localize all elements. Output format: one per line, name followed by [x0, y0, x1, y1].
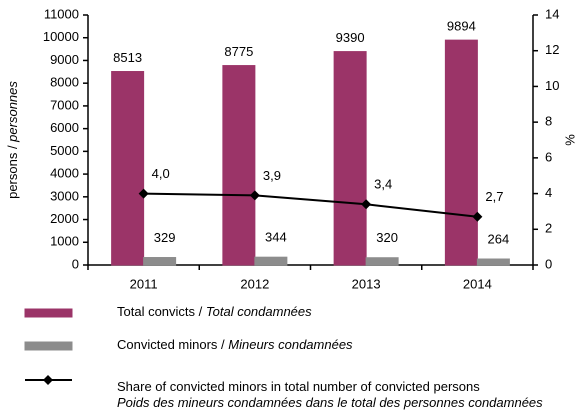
x-tick-label: 2014 [463, 276, 492, 291]
legend-label: Total convicts / Total condamnées [117, 304, 312, 319]
legend-label: Share of convicted minors in total numbe… [117, 379, 543, 410]
bar [254, 256, 288, 266]
line-marker [249, 190, 260, 201]
y-tick-label: 1000 [50, 234, 79, 249]
y2-tick-label: 14 [545, 6, 559, 21]
bar [222, 65, 256, 266]
bar [365, 257, 399, 266]
y2-tick-label: 4 [545, 185, 552, 200]
bar [444, 39, 478, 266]
y-tick-label: 4000 [50, 166, 79, 181]
x-tick-label: 2013 [352, 276, 381, 291]
line-marker [138, 188, 149, 199]
y2-tick-label: 8 [545, 114, 552, 129]
y-tick-label: 2000 [50, 211, 79, 226]
y-tick-label: 0 [72, 256, 79, 271]
legend-swatch [24, 308, 73, 318]
bar [333, 51, 367, 266]
bar-value-label: 264 [488, 231, 510, 246]
line-marker [472, 211, 483, 222]
x-tick-label: 2012 [240, 276, 269, 291]
bar-value-label: 8513 [113, 50, 142, 65]
y-tick-label: 3000 [50, 188, 79, 203]
y2-tick-label: 10 [545, 78, 559, 93]
y2-tick-label: 2 [545, 221, 552, 236]
y-tick-label: 6000 [50, 120, 79, 135]
bar-value-label: 344 [265, 230, 287, 245]
y-tick-label: 10000 [43, 29, 79, 44]
y-tick-label: 7000 [50, 97, 79, 112]
line-marker [361, 199, 372, 210]
line [143, 192, 478, 218]
bar-value-label: 9894 [447, 19, 476, 34]
bar-value-label: 320 [376, 230, 398, 245]
bar-value-label: 329 [154, 230, 176, 245]
y2-tick-label: 6 [545, 149, 552, 164]
y-tick-label: 11000 [44, 6, 79, 21]
bar [476, 258, 510, 266]
bar [143, 257, 177, 266]
line-value-label: 2,7 [485, 189, 503, 204]
legend-marker [43, 375, 53, 385]
y2-tick-label: 12 [545, 42, 559, 57]
legend-label: Convicted minors / Mineurs condamnées [117, 337, 353, 352]
y2-axis-label: % [562, 134, 577, 146]
bar-value-label: 9390 [336, 30, 365, 45]
x-tick-label: 2011 [130, 276, 158, 291]
bar-value-label: 8775 [224, 44, 253, 59]
y-axis-label: persons / personnes [5, 81, 20, 199]
line-value-label: 3,4 [374, 177, 392, 192]
bar [111, 71, 145, 266]
y-tick-label: 5000 [50, 143, 79, 158]
y-tick-label: 9000 [50, 52, 79, 67]
line-value-label: 3,9 [263, 168, 281, 183]
y2-tick-label: 0 [545, 256, 552, 271]
y-tick-label: 8000 [50, 75, 79, 90]
legend-swatch [24, 341, 73, 351]
line-value-label: 4,0 [152, 166, 170, 181]
